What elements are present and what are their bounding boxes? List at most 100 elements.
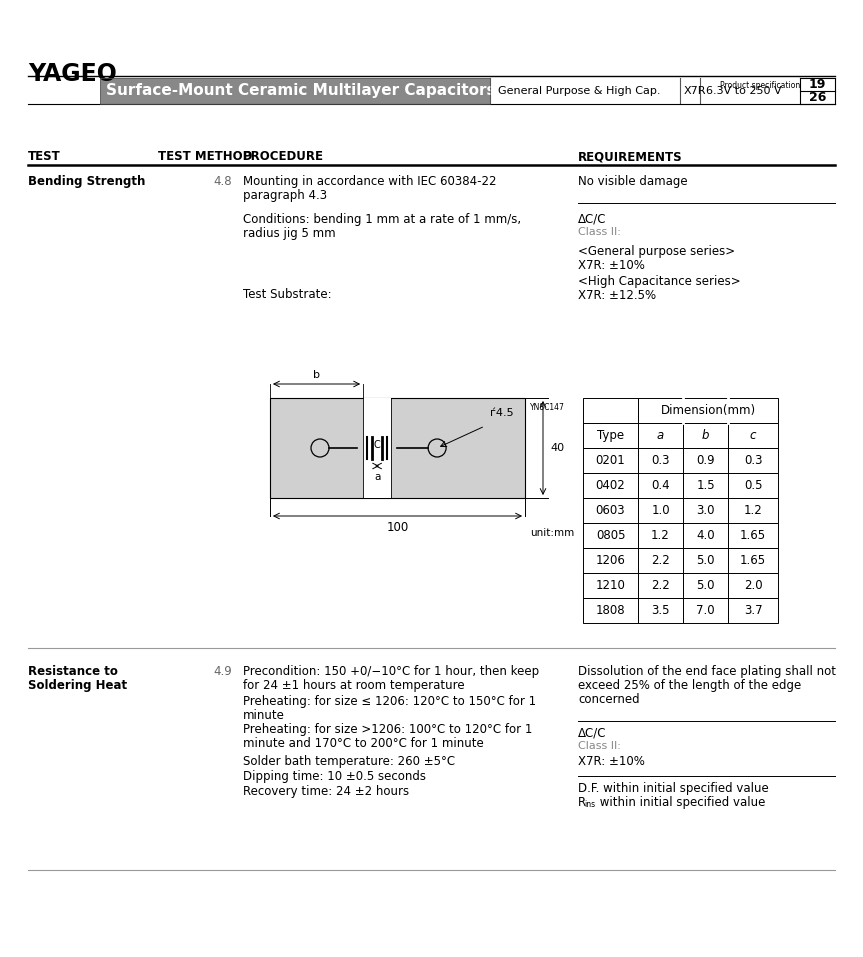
Text: 0.5: 0.5 [744,479,762,492]
Text: 4.0: 4.0 [696,529,715,542]
Text: concerned: concerned [578,693,639,706]
Text: Dipping time: 10 ±0.5 seconds: Dipping time: 10 ±0.5 seconds [243,770,426,783]
Text: 2.0: 2.0 [744,579,762,592]
Text: c: c [750,429,756,442]
Text: 6.3V to 250 V: 6.3V to 250 V [706,86,782,96]
Text: a: a [657,429,665,442]
Text: 19: 19 [809,78,826,91]
Text: TEST: TEST [28,150,60,163]
Text: R: R [578,796,586,809]
Text: 0201: 0201 [595,454,626,467]
Bar [683,598,728,623]
Text: Preheating: for size >1206: 100°C to 120°C for 1: Preheating: for size >1206: 100°C to 120… [243,723,532,736]
Text: General Purpose & High Cap.: General Purpose & High Cap. [498,86,660,96]
Text: Test Substrate:: Test Substrate: [243,288,331,301]
Text: ѓ4.5: ѓ4.5 [490,408,513,418]
Text: for 24 ±1 hours at room temperature: for 24 ±1 hours at room temperature [243,679,464,692]
Text: 1.2: 1.2 [744,504,762,517]
Text: ΔC/C: ΔC/C [578,213,607,226]
Bar [638,498,683,523]
Text: 4.9: 4.9 [213,665,232,678]
Text: D.F. within initial specified value: D.F. within initial specified value [578,782,769,795]
Text: YN8C147: YN8C147 [530,403,565,412]
Bar [583,523,638,548]
Text: 1.65: 1.65 [740,554,766,567]
Text: Surface-Mount Ceramic Multilayer Capacitors: Surface-Mount Ceramic Multilayer Capacit… [106,83,495,99]
Bar [583,423,638,448]
Text: 0603: 0603 [595,504,626,517]
Text: 3.7: 3.7 [744,604,762,617]
Bar [100,78,490,104]
Bar [638,523,683,548]
Text: Class II:: Class II: [578,227,620,237]
Bar [638,573,683,598]
Bar [683,573,728,598]
Text: 0.4: 0.4 [652,479,670,492]
Bar [683,473,728,498]
Text: 40: 40 [550,443,564,453]
Bar [583,473,638,498]
Bar [638,598,683,623]
Text: 0.9: 0.9 [696,454,715,467]
Text: 1808: 1808 [595,604,626,617]
Text: Conditions: bending 1 mm at a rate of 1 mm/s,: Conditions: bending 1 mm at a rate of 1 … [243,213,521,226]
Text: X7R: X7R [684,86,707,96]
Bar [683,448,728,473]
Text: X7R: ±10%: X7R: ±10% [578,259,645,272]
Bar [270,398,525,498]
Text: 7.0: 7.0 [696,604,715,617]
Text: X7R: ±12.5%: X7R: ±12.5% [578,289,656,302]
Text: 2.2: 2.2 [651,554,670,567]
Text: Dimension(mm): Dimension(mm) [660,404,756,417]
Bar [583,598,638,623]
Text: radius jig 5 mm: radius jig 5 mm [243,227,336,240]
Text: b: b [313,370,320,380]
Text: TEST METHOD: TEST METHOD [158,150,252,163]
Bar [583,548,638,573]
Bar [683,548,728,573]
Text: ΔC/C: ΔC/C [578,727,607,740]
Bar [638,473,683,498]
Text: within initial specified value: within initial specified value [596,796,765,809]
Text: 1.5: 1.5 [696,479,715,492]
Text: <High Capacitance series>: <High Capacitance series> [578,275,740,288]
Bar [583,448,638,473]
Bar [583,573,638,598]
Text: Resistance to: Resistance to [28,665,118,678]
Text: 1206: 1206 [595,554,626,567]
Text: minute: minute [243,709,285,722]
Bar [638,423,683,448]
Bar [638,398,683,423]
Text: 26: 26 [809,91,826,104]
Bar [728,498,778,523]
Text: PROCEDURE: PROCEDURE [243,150,324,163]
Bar [683,523,728,548]
Text: Dissolution of the end face plating shall not: Dissolution of the end face plating shal… [578,665,836,678]
Text: No visible damage: No visible damage [578,175,688,188]
Text: 1.65: 1.65 [740,529,766,542]
Text: minute and 170°C to 200°C for 1 minute: minute and 170°C to 200°C for 1 minute [243,737,484,750]
Text: 0.3: 0.3 [652,454,670,467]
Text: 1.0: 1.0 [652,504,670,517]
Bar [683,423,728,448]
Text: 0.3: 0.3 [744,454,762,467]
Text: Type: Type [597,429,624,442]
Text: 0402: 0402 [595,479,626,492]
Text: Mounting in accordance with IEC 60384-22: Mounting in accordance with IEC 60384-22 [243,175,496,188]
Text: <General purpose series>: <General purpose series> [578,245,735,258]
Bar [583,398,638,423]
Bar [583,498,638,523]
Bar [638,448,683,473]
Bar [100,78,490,104]
Bar [728,398,778,423]
Text: Precondition: 150 +0/−10°C for 1 hour, then keep: Precondition: 150 +0/−10°C for 1 hour, t… [243,665,539,678]
Bar [683,398,728,423]
Text: YAGEO: YAGEO [28,62,117,86]
Text: Solder bath temperature: 260 ±5°C: Solder bath temperature: 260 ±5°C [243,755,455,768]
Text: 100: 100 [387,521,408,534]
Text: Preheating: for size ≤ 1206: 120°C to 150°C for 1: Preheating: for size ≤ 1206: 120°C to 15… [243,695,536,708]
Bar [728,598,778,623]
Text: Product specification: Product specification [720,81,800,91]
Bar [728,473,778,498]
Bar [728,423,778,448]
